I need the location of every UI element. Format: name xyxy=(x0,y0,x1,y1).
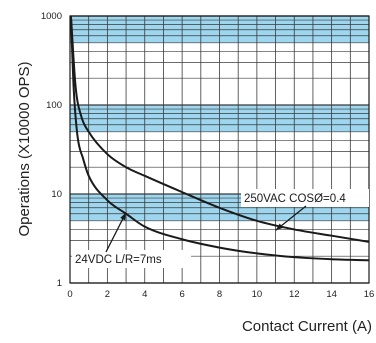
y-tick-label: 1000 xyxy=(41,11,62,22)
x-tick-label: 10 xyxy=(252,289,263,300)
annotations-group: 250VAC COSØ=0.4 24VDC L/R=7ms xyxy=(72,189,369,268)
annotation-label: 250VAC COSØ=0.4 xyxy=(244,193,346,205)
y-axis-title: Operations (X10000 OPS) xyxy=(16,61,33,236)
y-tick-label: 10 xyxy=(51,189,62,200)
annotation-label: 24VDC L/R=7ms xyxy=(75,254,162,266)
x-tick-label: 14 xyxy=(326,289,337,300)
x-tick-label: 8 xyxy=(217,289,222,300)
annotation-bg xyxy=(241,189,369,207)
x-tick-label: 12 xyxy=(289,289,300,300)
x-axis-title: Contact Current (A) xyxy=(242,318,372,335)
series-group xyxy=(70,16,369,262)
x-tick-label: 2 xyxy=(105,289,110,300)
series-line-2 xyxy=(70,16,369,262)
x-tick-labels: 0 2 4 6 8 10 12 14 16 xyxy=(67,289,374,300)
y-tick-labels: 1 10 100 1000 xyxy=(41,11,62,289)
x-tick-label: 4 xyxy=(142,289,147,300)
series-line-1 xyxy=(70,16,369,243)
annotation-arrowhead xyxy=(120,212,127,221)
x-tick-label: 16 xyxy=(364,289,375,300)
x-tick-label: 0 xyxy=(67,289,72,300)
x-tick-label: 6 xyxy=(179,289,184,300)
annotation-arrowhead xyxy=(275,223,284,231)
y-tick-label: 100 xyxy=(46,100,62,111)
plot-frame xyxy=(69,15,370,284)
annotation-bg xyxy=(72,250,191,268)
y-tick-label: 1 xyxy=(57,278,62,289)
